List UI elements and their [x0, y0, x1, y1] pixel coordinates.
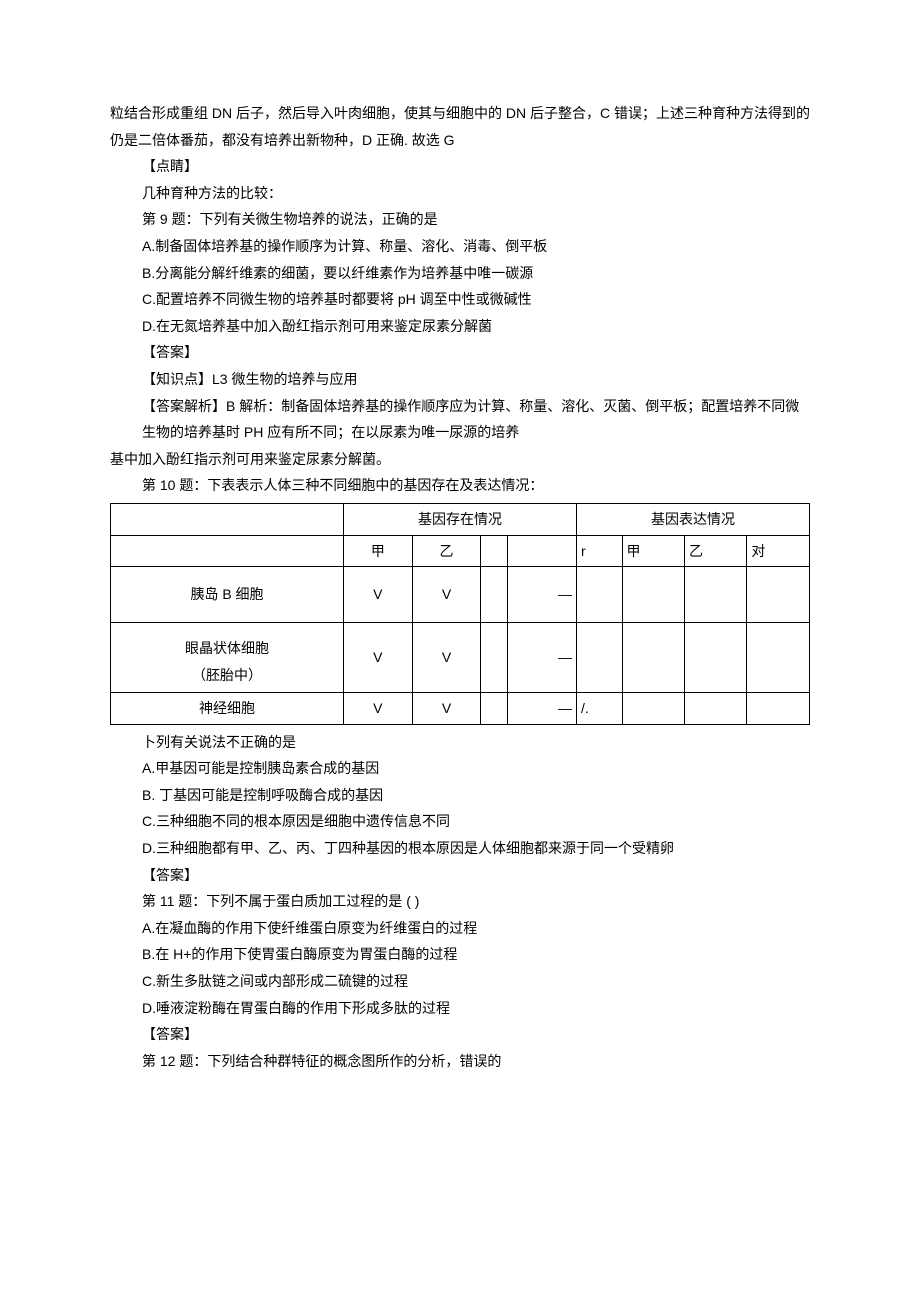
cell-empty	[747, 623, 810, 693]
q11-answer-label: 【答案】	[110, 1021, 810, 1048]
q9-option-c: C.配置培养不同微生物的培养基时都要将 pH 调至中性或微碱性	[110, 286, 810, 313]
q11-option-b: B.在 H+的作用下使胃蛋白酶原变为胃蛋白酶的过程	[110, 941, 810, 968]
cell-empty	[481, 623, 508, 693]
cell-empty	[622, 693, 684, 725]
table-header-exist: 基因存在情况	[344, 503, 577, 535]
row-label-3: 神经细胞	[111, 693, 344, 725]
dianjing-text: 几种育种方法的比较：	[110, 180, 810, 207]
q9-answer-label: 【答案】	[110, 339, 810, 366]
q10-option-d: D.三种细胞都有甲、乙、丙、丁四种基因的根本原因是人体细胞都来源于同一个受精卵	[110, 835, 810, 862]
cell-empty	[622, 623, 684, 693]
table-header-blank-2	[111, 535, 344, 567]
q9-option-b: B.分离能分解纤维素的细菌，要以纤维素作为培养基中唯一碳源	[110, 260, 810, 287]
cell-v: V	[344, 623, 413, 693]
q9-title: 第 9 题：下列有关微生物培养的说法，正确的是	[110, 206, 810, 233]
q10-option-b: B. 丁基因可能是控制呼吸酶合成的基因	[110, 782, 810, 809]
row-label-2: 眼晶状体细胞 （胚胎中）	[111, 623, 344, 693]
q9-kp-label: 【知识点】L3 微生物的培养与应用	[110, 366, 810, 393]
q11-option-d: D.唾液淀粉酶在胃蛋白酶的作用下形成多肽的过程	[110, 995, 810, 1022]
cell-v: V	[412, 623, 481, 693]
q9-option-d: D.在无氮培养基中加入酚红指示剂可用来鉴定尿素分解菌	[110, 313, 810, 340]
dianjing-label: 【点睛】	[110, 153, 810, 180]
preamble-line: 粒结合形成重组 DN 后子，然后导入叶肉细胞，使其与细胞中的 DN 后子整合，C…	[110, 100, 810, 153]
q9-option-a: A.制备固体培养基的操作顺序为计算、称量、溶化、消毒、倒平板	[110, 233, 810, 260]
table-header-blank	[111, 503, 344, 535]
q10-title: 第 10 题：下表表示人体三种不同细胞中的基因存在及表达情况：	[110, 472, 810, 499]
col-jia: 甲	[344, 535, 413, 567]
cell-dash: —	[508, 567, 577, 623]
table-row: 神经细胞 V V — /.	[111, 693, 810, 725]
q10-option-a: A.甲基因可能是控制胰岛素合成的基因	[110, 755, 810, 782]
col-r: r	[576, 535, 622, 567]
table-row: 胰岛 B 细胞 V V —	[111, 567, 810, 623]
cell-v: V	[412, 693, 481, 725]
cell-dash: —	[508, 623, 577, 693]
table-header-row-2: 甲 乙 r 甲 乙 对	[111, 535, 810, 567]
q12-title: 第 12 题：下列结合种群特征的概念图所作的分析，错误的	[110, 1048, 810, 1075]
col-jia-2: 甲	[622, 535, 684, 567]
cell-empty	[622, 567, 684, 623]
q11-title: 第 11 题：下列不属于蛋白质加工过程的是 ( )	[110, 888, 810, 915]
cell-empty	[684, 567, 746, 623]
cell-dash: —	[508, 693, 577, 725]
cell-empty	[747, 693, 810, 725]
cell-empty	[747, 567, 810, 623]
cell-empty	[684, 693, 746, 725]
q10-followup: 卜列有关说法不正确的是	[110, 729, 810, 756]
col-yi-2: 乙	[684, 535, 746, 567]
q11-option-a: A.在凝血酶的作用下使纤维蛋白原变为纤维蛋白的过程	[110, 915, 810, 942]
q10-answer-label: 【答案】	[110, 862, 810, 889]
cell-empty	[481, 693, 508, 725]
table-header-express: 基因表达情况	[576, 503, 809, 535]
cell-v: V	[344, 567, 413, 623]
row-label-1: 胰岛 B 细胞	[111, 567, 344, 623]
cell-empty	[481, 567, 508, 623]
cell-slash: /.	[576, 693, 622, 725]
q11-option-c: C.新生多肽链之间或内部形成二硫键的过程	[110, 968, 810, 995]
col-blank-2	[508, 535, 577, 567]
col-yi: 乙	[412, 535, 481, 567]
cell-v: V	[412, 567, 481, 623]
col-dui: 对	[747, 535, 810, 567]
cell-v: V	[344, 693, 413, 725]
cell-empty	[576, 623, 622, 693]
q10-option-c: C.三种细胞不同的根本原因是细胞中遗传信息不同	[110, 808, 810, 835]
table-header-row-1: 基因存在情况 基因表达情况	[111, 503, 810, 535]
cell-empty	[576, 567, 622, 623]
col-blank-1	[481, 535, 508, 567]
q9-analysis: 【答案解析】B 解析：制备固体培养基的操作顺序应为计算、称量、溶化、灭菌、倒平板…	[110, 393, 810, 446]
q9-analysis-2: 基中加入酚红指示剂可用来鉴定尿素分解菌。	[110, 446, 810, 473]
q10-table: 基因存在情况 基因表达情况 甲 乙 r 甲 乙 对 胰岛 B 细胞 V V — …	[110, 503, 810, 725]
table-row: 眼晶状体细胞 （胚胎中） V V —	[111, 623, 810, 693]
cell-empty	[684, 623, 746, 693]
